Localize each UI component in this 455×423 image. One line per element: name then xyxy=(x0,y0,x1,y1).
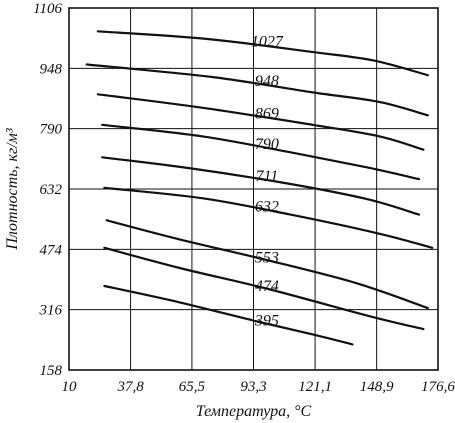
x-tick-label: 148,9 xyxy=(360,379,394,395)
series-line-869 xyxy=(96,93,425,151)
series-label-948: 948 xyxy=(255,73,279,90)
y-tick-label: 316 xyxy=(39,303,63,319)
x-tick-labels: 10 37,8 65,5 93,3 121,1 148,9 176,6 xyxy=(62,379,455,395)
series-line-711 xyxy=(101,156,421,216)
y-tick-label: 1106 xyxy=(33,1,62,17)
series-line-1027 xyxy=(96,30,429,77)
y-tick-label: 474 xyxy=(40,242,63,258)
x-tick-label: 121,1 xyxy=(298,379,332,395)
series-line-948 xyxy=(85,63,429,117)
series-line-632 xyxy=(103,186,434,249)
y-tick-label: 790 xyxy=(40,122,63,138)
series-labels: 1027 948 869 790 711 632 553 474 395 xyxy=(251,33,284,329)
series-label-395: 395 xyxy=(254,313,279,330)
grid-lines xyxy=(69,8,438,370)
series-lines xyxy=(85,30,434,346)
series-line-395 xyxy=(103,284,354,346)
y-tick-label: 948 xyxy=(40,61,63,77)
series-line-474 xyxy=(103,246,425,331)
series-label-711: 711 xyxy=(255,168,278,185)
x-tick-label: 37,8 xyxy=(116,379,144,395)
series-label-474: 474 xyxy=(255,278,279,295)
y-tick-label: 158 xyxy=(40,363,63,379)
x-tick-label: 93,3 xyxy=(240,379,266,395)
x-axis-label: Температура, °C xyxy=(196,403,312,420)
series-label-869: 869 xyxy=(255,105,279,122)
series-label-1027: 1027 xyxy=(251,33,284,50)
x-tick-label: 176,6 xyxy=(421,379,455,395)
y-axis-label: Плотность, кг/м³ xyxy=(4,128,21,251)
series-line-553 xyxy=(105,219,429,310)
x-tick-label: 10 xyxy=(62,379,78,395)
plot-frame xyxy=(68,7,439,371)
y-tick-label: 632 xyxy=(40,182,63,198)
series-line-790 xyxy=(101,123,421,181)
series-label-632: 632 xyxy=(255,198,279,215)
series-label-553: 553 xyxy=(255,249,279,266)
x-tick-label: 65,5 xyxy=(179,379,206,395)
y-tick-labels: 158 316 474 632 790 948 1106 xyxy=(33,1,62,379)
series-label-790: 790 xyxy=(255,136,279,153)
